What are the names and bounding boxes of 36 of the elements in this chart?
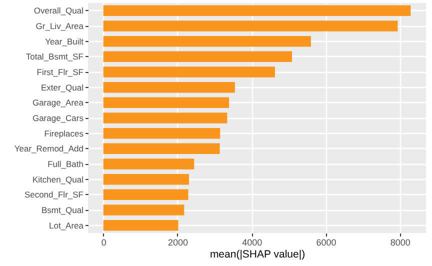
x-tick-label: 8000 — [390, 238, 410, 248]
bar — [103, 189, 188, 200]
bar — [103, 66, 275, 78]
bar — [103, 36, 311, 47]
x-tick-label: 0 — [101, 238, 106, 248]
y-tick-label: Kitchen_Qual — [32, 174, 84, 184]
bar — [103, 97, 230, 108]
bar — [103, 204, 184, 216]
bar — [103, 143, 220, 154]
y-tick-label: Exter_Qual — [40, 82, 84, 92]
y-tick-label: Full_Bath — [48, 159, 84, 169]
bar — [103, 51, 292, 62]
y-tick-label: First_Flr_SF — [36, 67, 84, 77]
y-tick-label: Bsmt_Qual — [41, 205, 84, 215]
y-tick-label: Second_Flr_SF — [24, 190, 84, 200]
y-tick-label: Year_Remod_Add — [14, 144, 84, 154]
x-tick-label: 2000 — [168, 238, 188, 248]
y-tick-label: Fireplaces — [44, 128, 84, 138]
x-tick-label: 4000 — [242, 238, 262, 248]
bar — [103, 5, 411, 16]
y-tick-label: Garage_Area — [32, 98, 84, 108]
y-tick-label: Total_Bsmt_SF — [26, 52, 84, 62]
y-tick-label: Lot_Area — [49, 220, 84, 230]
x-axis-title: mean(|SHAP value|) — [210, 248, 306, 260]
bar — [103, 158, 194, 170]
bar — [103, 128, 220, 139]
bar — [103, 174, 189, 185]
x-tick-label: 6000 — [316, 238, 336, 248]
y-tick-label: Garage_Cars — [32, 113, 84, 123]
bar — [103, 220, 178, 231]
y-tick-label: Overall_Qual — [34, 6, 84, 16]
bar — [103, 20, 398, 32]
y-tick-label: Year_Built — [45, 36, 84, 46]
bar — [103, 112, 228, 124]
y-tick-label: Gr_Liv_Area — [36, 21, 84, 31]
bar — [103, 82, 235, 93]
